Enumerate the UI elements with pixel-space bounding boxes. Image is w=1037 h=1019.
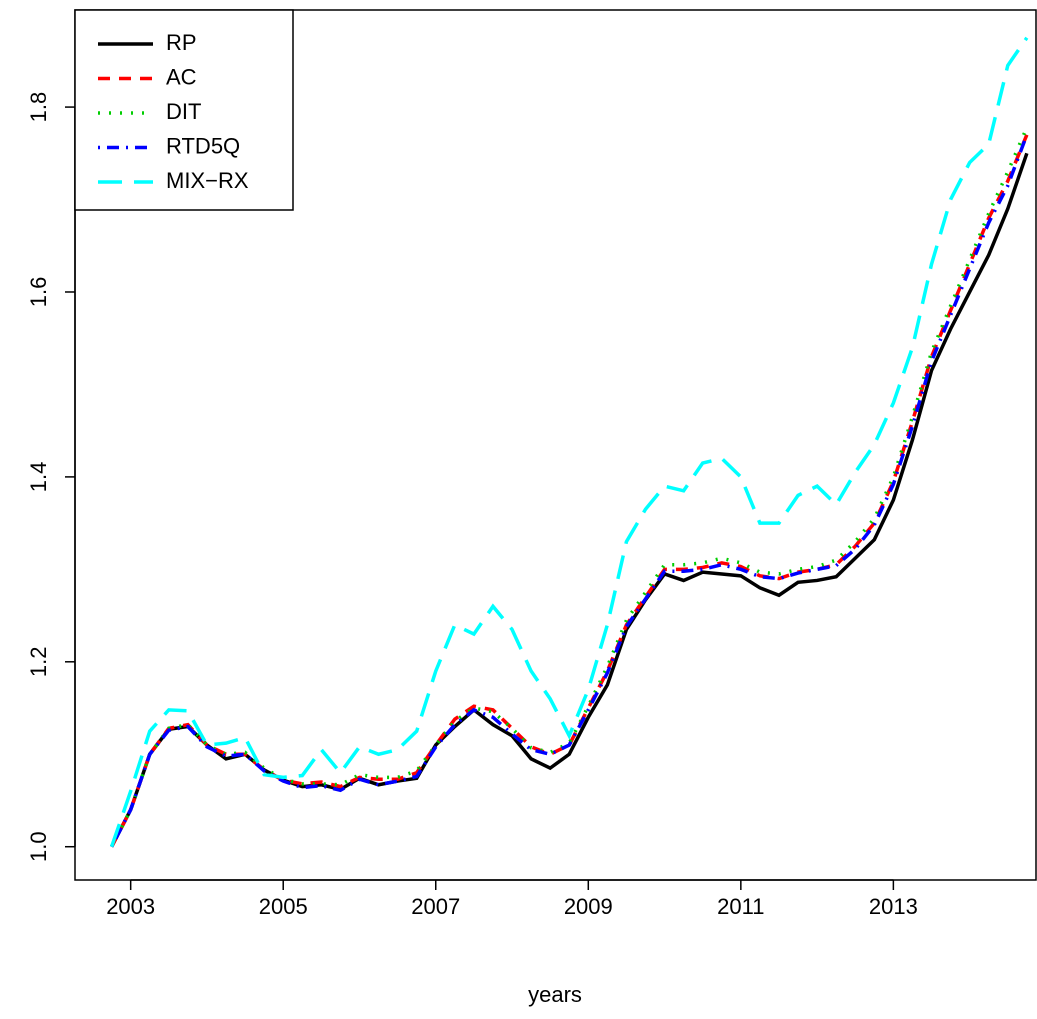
legend-label: MIX−RX (166, 168, 249, 193)
series-line (109, 36, 1029, 848)
x-tick-label: 2011 (717, 894, 764, 919)
legend-label: DIT (166, 99, 201, 124)
x-tick-label: 2005 (259, 894, 308, 919)
series-line (110, 134, 1029, 848)
y-tick-label: 1.4 (26, 462, 51, 493)
legend-label: RTD5Q (166, 133, 240, 158)
x-tick-label: 2003 (106, 894, 155, 919)
legend-label: AC (166, 64, 197, 89)
y-tick-label: 1.6 (26, 277, 51, 308)
x-tick-label: 2013 (869, 894, 918, 919)
x-tick-label: 2007 (411, 894, 460, 919)
y-tick-label: 1.0 (26, 831, 51, 862)
y-tick-label: 1.8 (26, 92, 51, 123)
x-axis-label: years (528, 982, 582, 1007)
y-tick-label: 1.2 (26, 647, 51, 678)
legend-label: RP (166, 30, 197, 55)
x-tick-label: 2009 (564, 894, 613, 919)
